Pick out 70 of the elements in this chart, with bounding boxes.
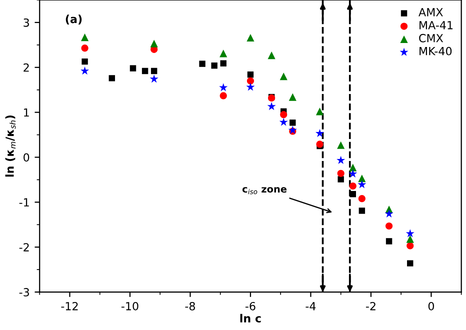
x-tick-label: -6 bbox=[245, 302, 256, 310]
point bbox=[130, 65, 136, 72]
y-tick-label: -1 bbox=[19, 198, 29, 206]
point bbox=[80, 33, 89, 42]
point bbox=[150, 74, 158, 83]
point bbox=[337, 141, 345, 149]
point bbox=[288, 93, 296, 101]
legend-label: CMX bbox=[419, 34, 444, 42]
point bbox=[267, 102, 276, 110]
point bbox=[337, 170, 344, 177]
legend-label: MK-40 bbox=[420, 46, 452, 56]
point bbox=[199, 60, 206, 67]
point bbox=[80, 66, 90, 75]
point bbox=[280, 72, 288, 80]
point bbox=[358, 195, 366, 202]
y-tick-label: 2 bbox=[24, 63, 29, 72]
point bbox=[220, 60, 226, 66]
y-axis-title: ln (κ$_{m}$/κ$_{sh}$) bbox=[5, 116, 16, 177]
point bbox=[246, 82, 255, 91]
point bbox=[406, 235, 414, 243]
point bbox=[349, 164, 357, 172]
point bbox=[358, 208, 366, 214]
x-tick-label: -12 bbox=[61, 302, 78, 310]
point bbox=[220, 50, 228, 58]
y-tick-label: 0 bbox=[24, 153, 30, 162]
point bbox=[316, 108, 324, 116]
point bbox=[358, 180, 366, 188]
y-tick-label: 1 bbox=[24, 108, 29, 117]
legend-label: MA-41 bbox=[420, 21, 453, 30]
point bbox=[384, 209, 394, 218]
point bbox=[290, 120, 296, 126]
point bbox=[350, 190, 356, 198]
x-tick-label: 0 bbox=[428, 302, 434, 310]
point bbox=[150, 40, 158, 48]
point bbox=[358, 174, 366, 182]
point bbox=[246, 77, 254, 84]
legend-label: AMX bbox=[418, 8, 443, 16]
point bbox=[386, 238, 392, 244]
point bbox=[386, 222, 393, 230]
point bbox=[219, 83, 228, 92]
point bbox=[407, 260, 414, 266]
point bbox=[279, 118, 288, 126]
point bbox=[142, 68, 148, 74]
point bbox=[211, 62, 218, 69]
x-tick-label: -8 bbox=[185, 302, 196, 310]
point bbox=[247, 71, 254, 78]
point bbox=[348, 169, 358, 178]
point bbox=[108, 75, 116, 82]
point bbox=[336, 156, 346, 164]
point bbox=[315, 128, 324, 138]
point bbox=[82, 58, 88, 65]
x-tick-label: -4 bbox=[306, 302, 316, 310]
point bbox=[338, 176, 344, 182]
point bbox=[150, 68, 158, 74]
x-tick-label: -2 bbox=[366, 302, 376, 310]
annotation: c$_{iso}$ zone bbox=[242, 187, 287, 194]
point bbox=[406, 242, 414, 250]
y-tick-label: 3 bbox=[24, 18, 29, 27]
point bbox=[81, 44, 88, 52]
point bbox=[406, 229, 414, 238]
point bbox=[220, 92, 227, 100]
y-tick-label: -3 bbox=[19, 288, 29, 296]
x-axis-title: ln c bbox=[240, 314, 261, 323]
point bbox=[268, 51, 276, 60]
point bbox=[280, 111, 288, 118]
point bbox=[246, 34, 254, 42]
y-tick-label: -2 bbox=[19, 243, 29, 252]
annotation: (a) bbox=[66, 14, 82, 25]
x-tick-label: -10 bbox=[121, 302, 138, 310]
point bbox=[349, 182, 356, 190]
